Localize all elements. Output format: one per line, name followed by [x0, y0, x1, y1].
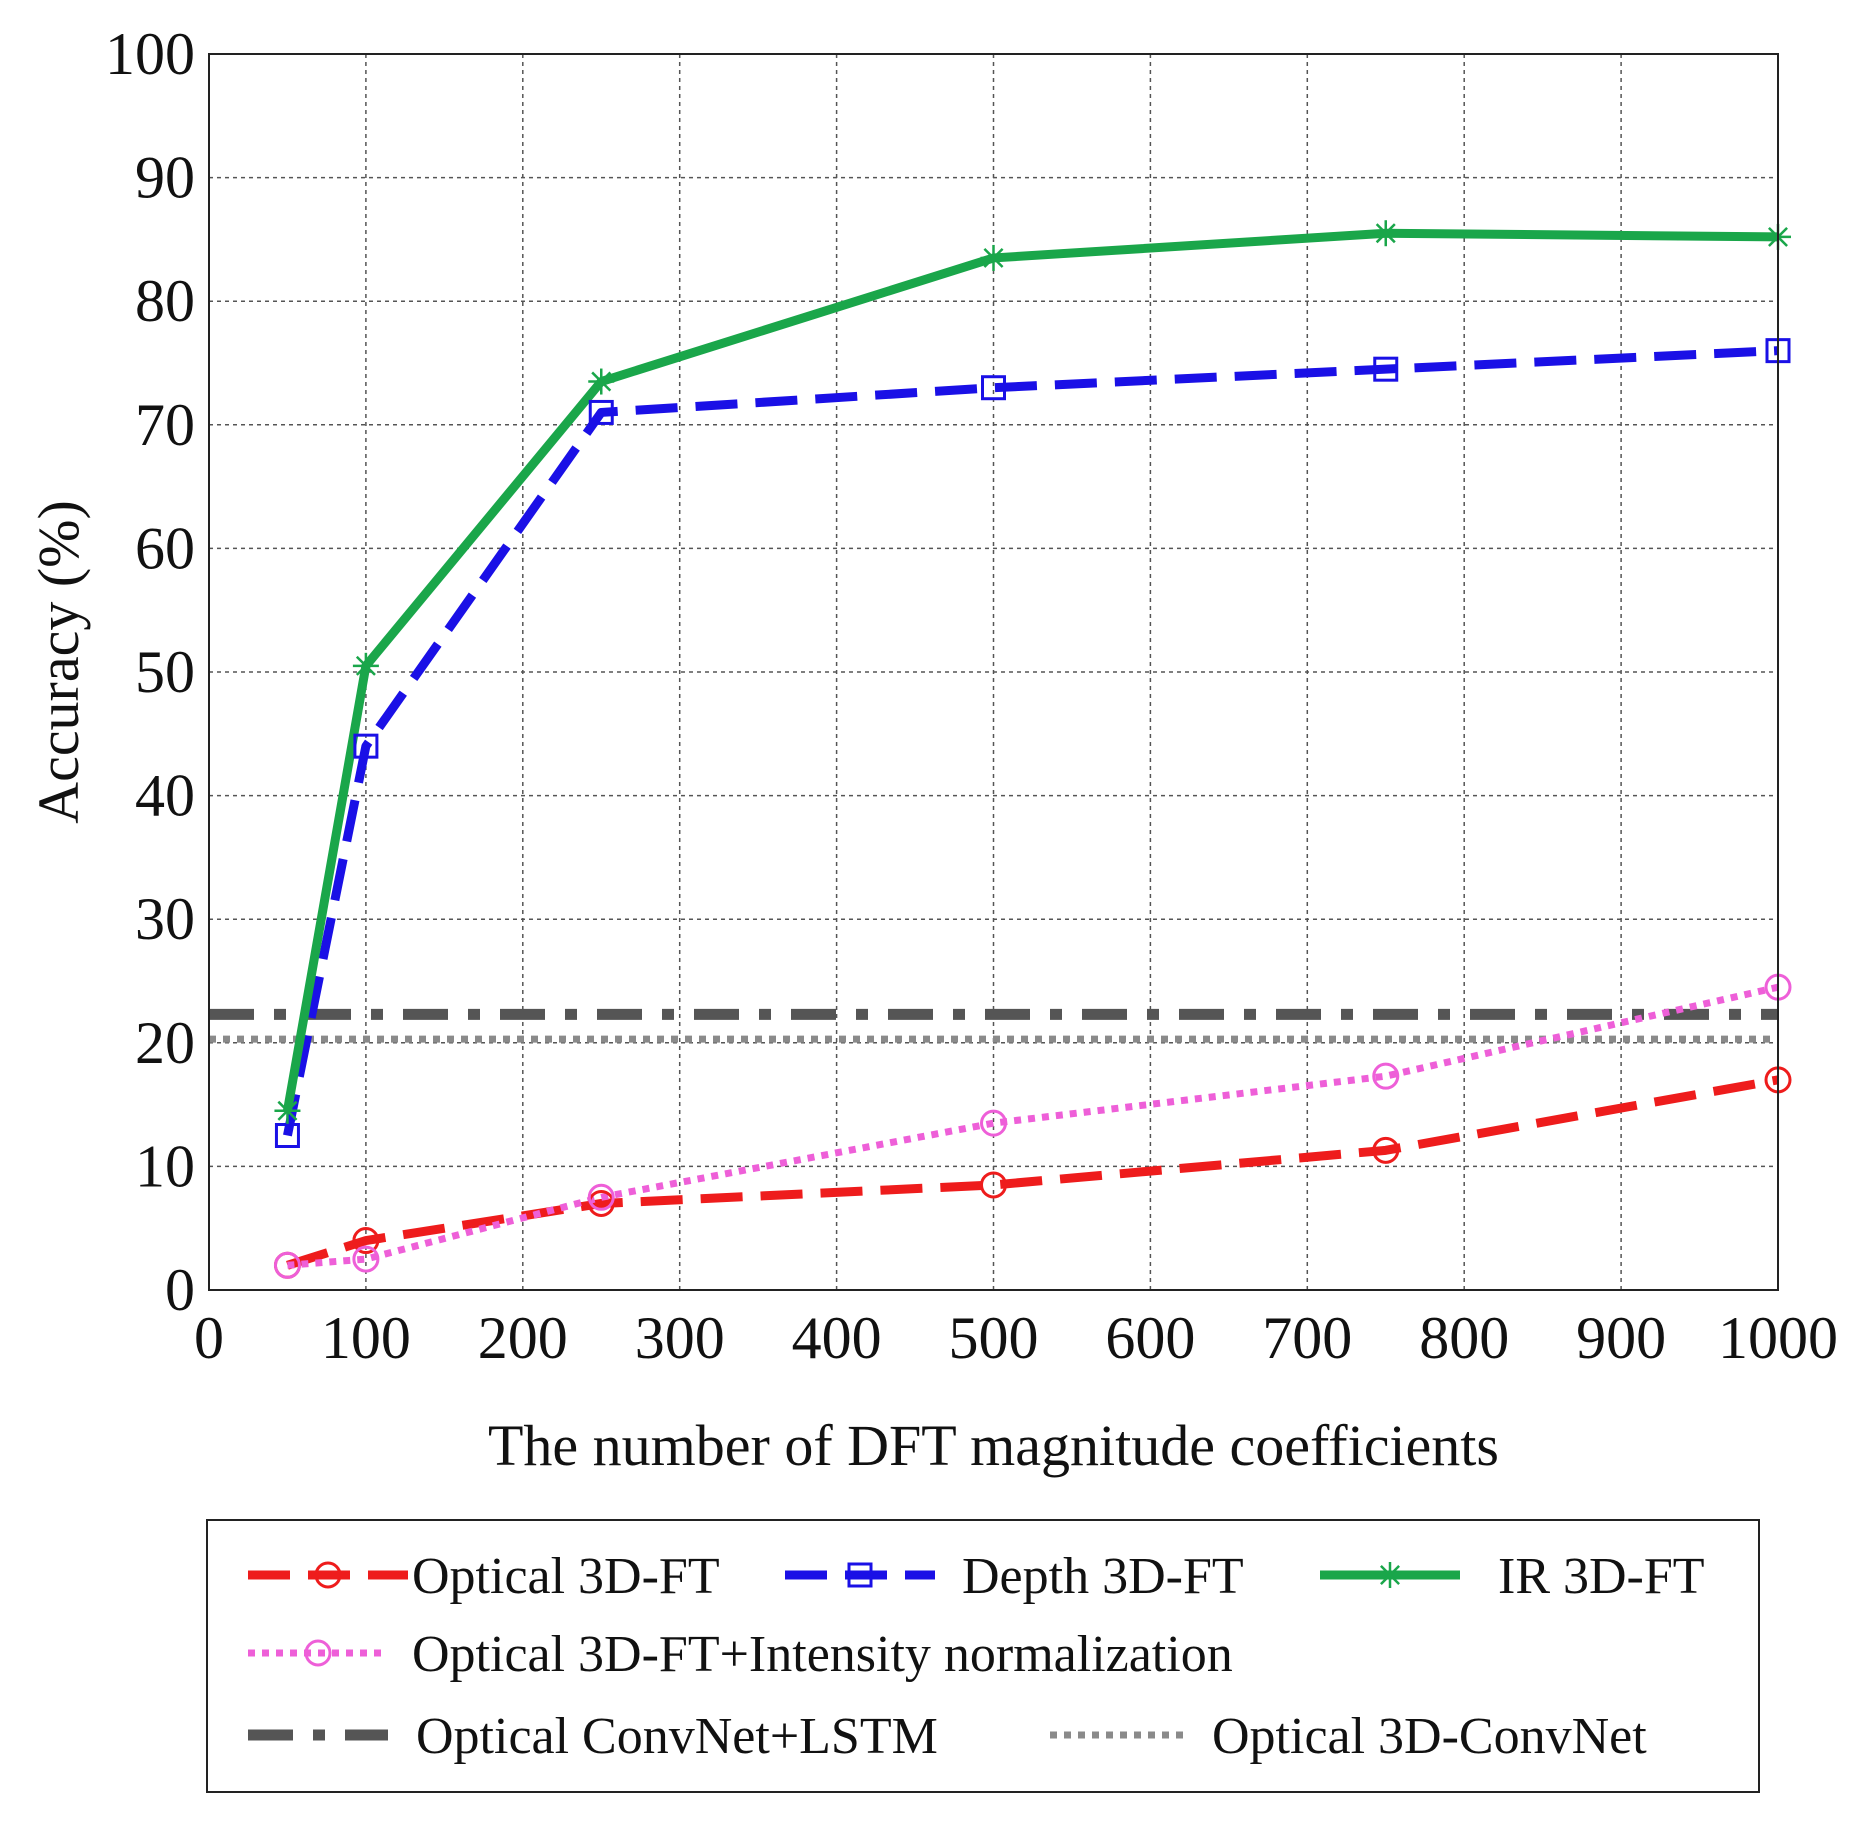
- x-tick-label: 100: [321, 1305, 411, 1371]
- x-tick-label: 200: [478, 1305, 568, 1371]
- x-tick-label: 1000: [1718, 1305, 1838, 1371]
- baseline-lines: [209, 1008, 1778, 1043]
- data-point-series-1: [981, 375, 1006, 401]
- y-axis-label: Accuracy (%): [26, 500, 91, 824]
- data-point-series-2: [588, 368, 615, 395]
- series-line-2: [283, 228, 1779, 1112]
- x-tick-label: 400: [792, 1305, 882, 1371]
- data-point-series-1: [1373, 356, 1399, 382]
- y-tick-label: 30: [135, 886, 195, 952]
- y-tick-label: 60: [135, 515, 195, 581]
- y-tick-label: 80: [135, 268, 195, 334]
- legend-label-3: Optical 3D-FT+Intensity normalization: [412, 1626, 1233, 1683]
- y-tick-label: 100: [105, 21, 195, 87]
- data-point-series-0: [352, 1227, 380, 1255]
- legend-marker-2: [1377, 1562, 1403, 1588]
- series-line-0: [286, 1075, 1779, 1270]
- series-line-1: [283, 346, 1779, 1137]
- data-point-series-0: [980, 1171, 1007, 1199]
- x-tick-label: 0: [194, 1305, 224, 1371]
- legend-label-4: Optical ConvNet+LSTM: [416, 1708, 938, 1765]
- x-tick-label: 700: [1262, 1305, 1352, 1371]
- data-point-series-1: [353, 733, 379, 759]
- y-tick-label: 20: [135, 1010, 195, 1076]
- data-point-series-3: [1372, 1062, 1400, 1090]
- legend-label-5: Optical 3D-ConvNet: [1212, 1708, 1647, 1765]
- y-tick-label: 10: [135, 1133, 195, 1199]
- plot-frame: [208, 53, 1779, 1291]
- y-tick-label: 70: [135, 392, 195, 458]
- data-point-series-0: [1372, 1136, 1400, 1164]
- legend-marker-1: [847, 1562, 873, 1588]
- data-point-series-2: [352, 652, 379, 679]
- x-axis-label: The number of DFT magnitude coefficients: [488, 1413, 1499, 1478]
- y-tick-label: 90: [135, 145, 195, 211]
- x-tick-label: 500: [949, 1305, 1039, 1371]
- x-tick-label: 800: [1419, 1305, 1509, 1371]
- data-point-series-3: [352, 1245, 380, 1273]
- data-point-series-2: [274, 1097, 301, 1124]
- legend-frame: [206, 1519, 1760, 1793]
- data-point-series-2: [1372, 220, 1399, 247]
- data-point-series-1: [274, 1123, 300, 1148]
- data-point-series-3: [980, 1109, 1007, 1137]
- legend-marker-0: [314, 1561, 342, 1589]
- data-point-series-1: [588, 399, 614, 425]
- y-tick-labels: 0 10 20 30 40 50 60 70 80 90 100: [105, 21, 195, 1323]
- y-tick-label: 40: [135, 763, 195, 829]
- legend-label-2: IR 3D-FT: [1498, 1548, 1705, 1605]
- series-markers: [273, 220, 1792, 1279]
- legend-label-0: Optical 3D-FT: [412, 1548, 720, 1605]
- series-line-3: [287, 983, 1779, 1269]
- y-tick-label: 50: [135, 639, 195, 705]
- y-tick-label: 0: [165, 1257, 195, 1323]
- data-point-series-3: [587, 1183, 615, 1211]
- grid: [209, 54, 1778, 1290]
- series-lines: [283, 228, 1779, 1270]
- data-point-series-2: [980, 244, 1007, 271]
- x-tick-label: 600: [1105, 1305, 1195, 1371]
- x-tick-label: 300: [635, 1305, 725, 1371]
- x-tick-labels: 0 100 200 300 400 500 600 700 800 900 1000: [194, 1305, 1838, 1371]
- legend-label-1: Depth 3D-FT: [962, 1548, 1244, 1605]
- legend-marker-3: [304, 1639, 332, 1667]
- x-tick-label: 900: [1576, 1305, 1666, 1371]
- data-point-series-3: [273, 1251, 301, 1279]
- legend: Optical 3D-FT Depth 3D-FT IR 3D-FT Optical …: [206, 1519, 1760, 1793]
